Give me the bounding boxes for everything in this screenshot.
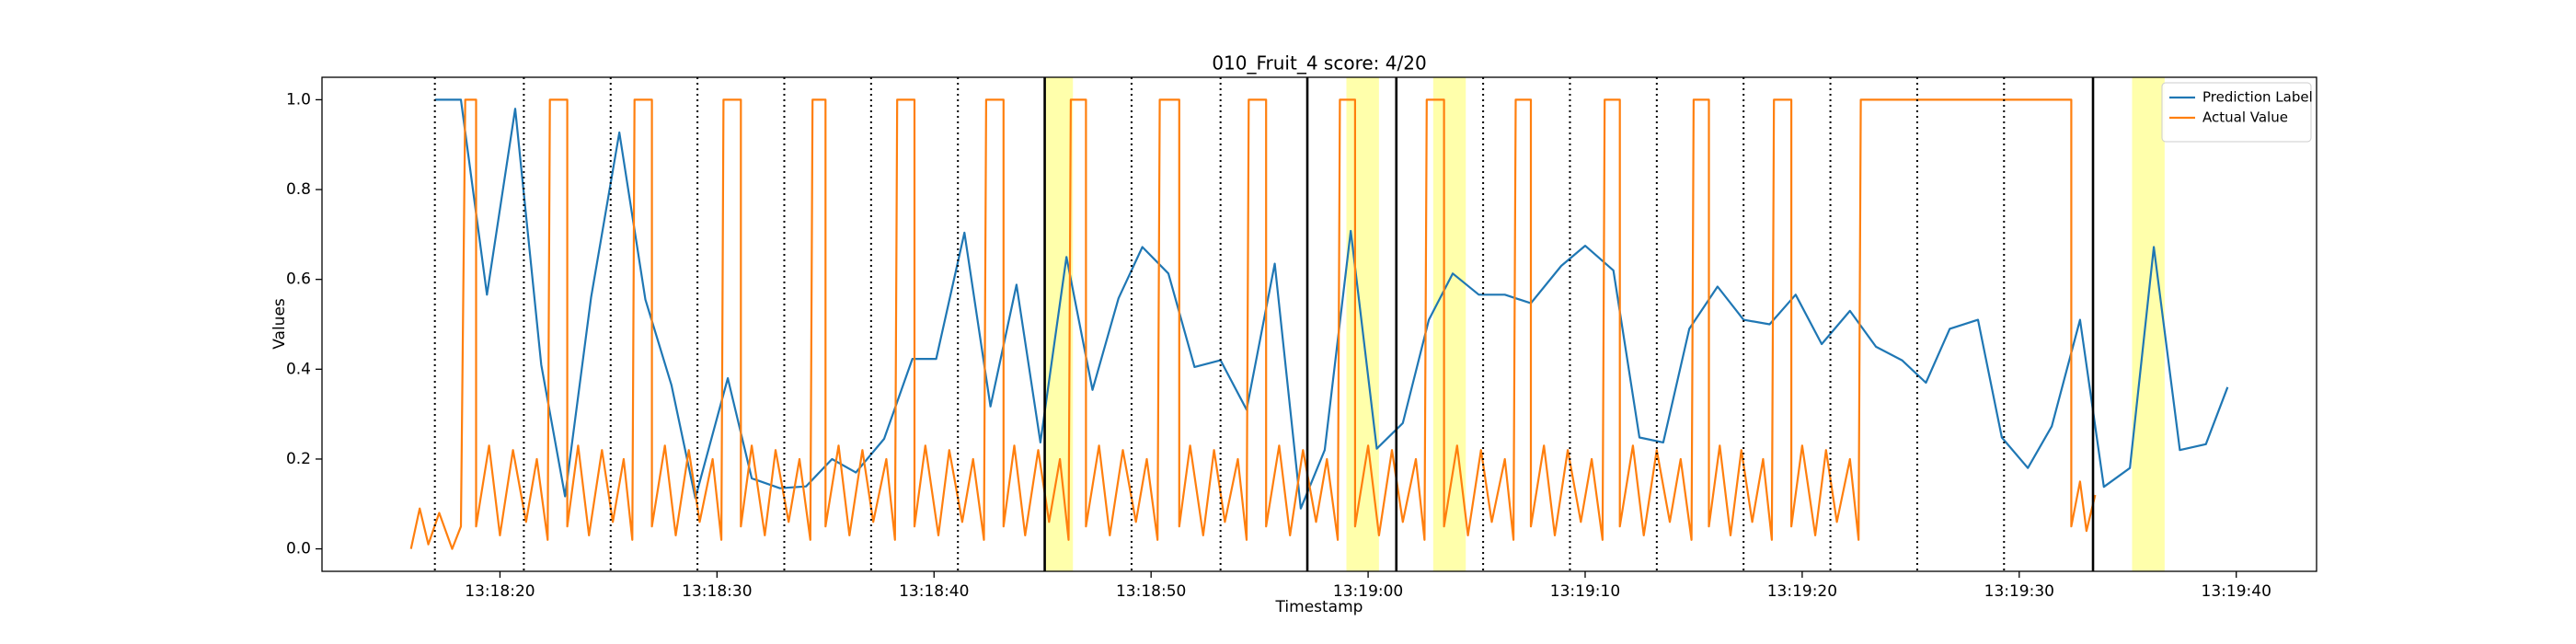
x-tick-label: 13:19:20 <box>1767 582 1837 601</box>
x-axis-label: Timestamp <box>1275 598 1363 616</box>
highlight-span <box>2132 77 2165 571</box>
x-tick-label: 13:18:50 <box>1116 582 1186 601</box>
x-tick-label: 13:18:30 <box>682 582 752 601</box>
x-tick-label: 13:19:30 <box>1984 582 2054 601</box>
y-tick-label: 0.2 <box>286 450 311 468</box>
legend-label: Actual Value <box>2202 109 2288 126</box>
legend-box <box>2161 82 2312 143</box>
series-line <box>409 98 2097 550</box>
legend-label: Prediction Label <box>2202 89 2313 106</box>
y-tick-label: 0.6 <box>286 270 311 289</box>
x-tick-label: 13:19:10 <box>1550 582 1620 601</box>
x-tick-label: 13:18:20 <box>465 582 535 601</box>
x-tick-label: 13:19:00 <box>1333 582 1403 601</box>
y-tick-label: 1.0 <box>286 90 311 109</box>
series-line <box>434 98 2229 510</box>
y-tick-label: 0.8 <box>286 180 311 199</box>
y-tick-label: 0.0 <box>286 540 311 558</box>
y-tick-label: 0.4 <box>286 360 311 378</box>
chart-title: 010_Fruit_4 score: 4/20 <box>1212 52 1426 75</box>
x-tick-label: 13:18:40 <box>899 582 969 601</box>
x-tick-label: 13:19:40 <box>2202 582 2271 601</box>
y-axis-label: Values <box>270 298 289 350</box>
plot-frame <box>321 76 2317 572</box>
